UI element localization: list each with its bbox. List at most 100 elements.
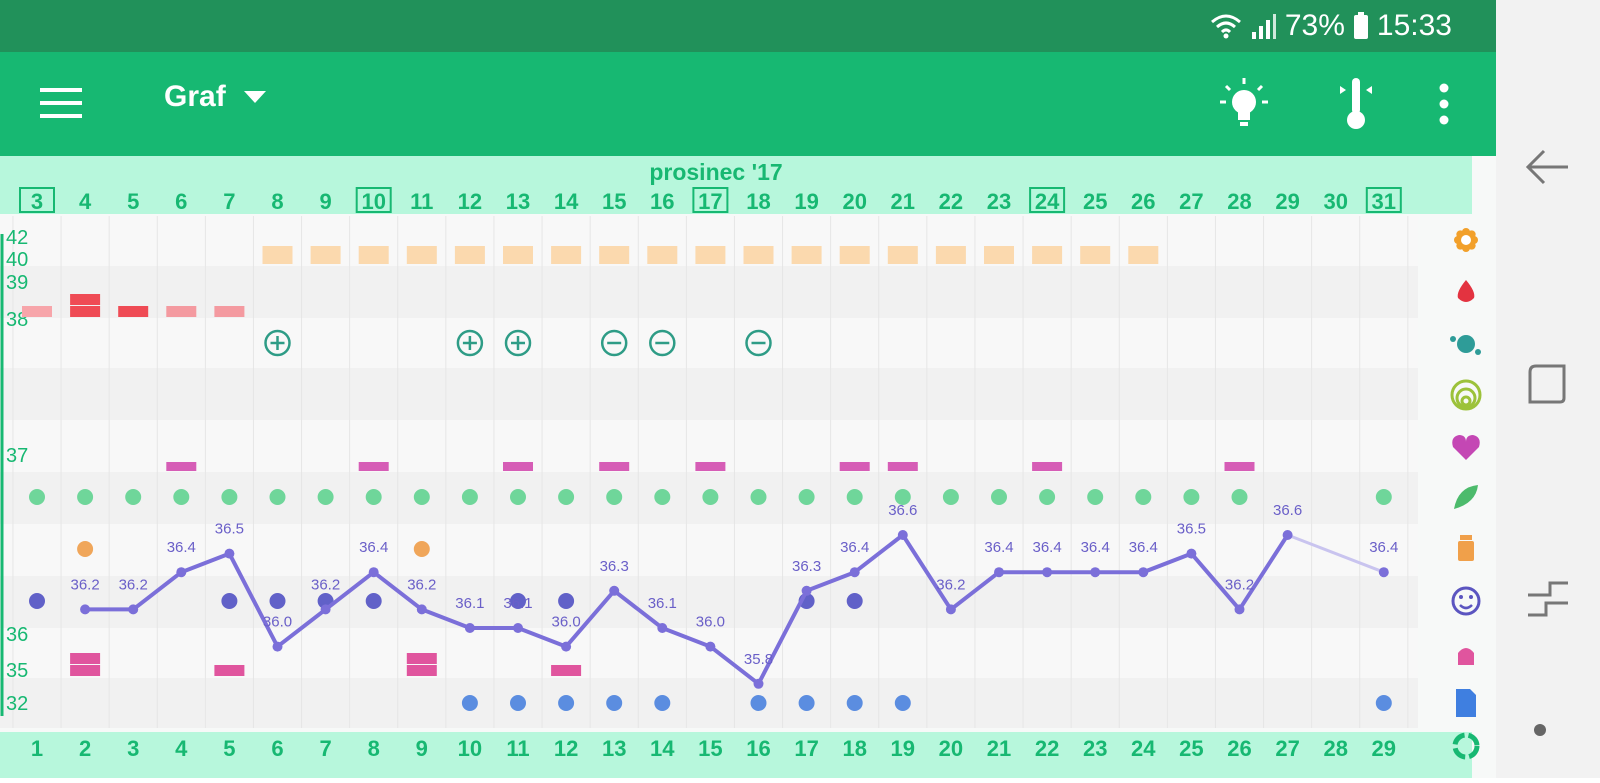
mood-dot <box>365 593 382 609</box>
intercourse-marker <box>695 462 726 471</box>
leaf-dot <box>558 489 575 505</box>
recents-icon[interactable] <box>1524 360 1572 408</box>
battery-icon <box>1353 12 1368 39</box>
menu-icon[interactable] <box>40 86 82 120</box>
test-positive-icon <box>456 329 484 357</box>
leaf-dot <box>221 489 238 505</box>
cycle-day-label: 20 <box>939 736 963 761</box>
leaf-dot <box>125 489 142 505</box>
fertile-day-marker <box>839 246 870 264</box>
temperature-point <box>416 604 427 615</box>
leaf-dot <box>269 489 286 505</box>
cycle-day-label: 6 <box>271 736 283 761</box>
temperature-point <box>994 567 1004 578</box>
test-negative-icon <box>600 329 628 357</box>
leaf-dot <box>1183 489 1200 505</box>
test-positive-icon <box>504 329 532 357</box>
fertile-day-marker <box>503 246 533 264</box>
drop-icon <box>1457 280 1475 302</box>
note-dot <box>510 695 526 711</box>
note-dot <box>798 695 815 711</box>
leaf-dot <box>365 489 382 505</box>
cycle-day-label: 21 <box>987 736 1011 761</box>
leaf-dot <box>317 489 334 505</box>
note-dot <box>558 695 575 711</box>
date-label: 14 <box>554 189 579 214</box>
temperature-point <box>609 585 620 596</box>
temperature-point <box>513 623 523 633</box>
test-negative-icon <box>745 329 772 357</box>
note-dot <box>894 695 911 711</box>
intercourse-marker <box>839 462 870 471</box>
temperature-point <box>1282 530 1293 540</box>
note-dot <box>461 695 478 711</box>
temperature-label: 36.2 <box>311 576 340 593</box>
date-label: 11 <box>410 189 433 214</box>
cycle-day-label: 3 <box>127 736 139 761</box>
temperature-label: 36.2 <box>119 576 148 593</box>
more-vert-icon[interactable] <box>1438 82 1450 126</box>
chart-row-band <box>0 678 1418 728</box>
temperature-label: 36.4 <box>1081 539 1110 556</box>
leaf-dot <box>173 489 190 505</box>
note-dot <box>1375 695 1392 711</box>
mood-dot <box>510 593 526 609</box>
cycle-day-label: 19 <box>891 736 915 761</box>
lightbulb-icon[interactable] <box>1220 76 1268 130</box>
cycle-day-label: 10 <box>458 736 482 761</box>
cycle-day-label: 28 <box>1323 736 1347 761</box>
leaf-dot <box>77 489 94 505</box>
cycle-chart[interactable]: prosinec '17 3 4 5 6 7 8 9 10 11 12 13 14 15 16 17 18 19 2… <box>0 156 1496 778</box>
thermometer-icon[interactable] <box>1336 76 1376 130</box>
temperature-point <box>464 623 475 633</box>
cycle-day-label: 4 <box>175 736 188 761</box>
intercourse-marker <box>166 462 197 471</box>
app-bar: Graf <box>0 52 1496 156</box>
date-label: 6 <box>175 189 187 214</box>
temperature-point <box>801 585 812 596</box>
date-label: 17 <box>698 189 722 214</box>
signal-icon <box>1251 14 1276 39</box>
back-icon[interactable] <box>1524 143 1572 191</box>
note-dot <box>654 695 671 711</box>
mood-dot <box>846 593 863 609</box>
temperature-label: 36.1 <box>455 595 484 612</box>
fertile-day-marker <box>599 246 630 264</box>
temperature-label: 36.4 <box>167 539 196 556</box>
temperature-point <box>1186 548 1197 559</box>
fertile-day-marker <box>310 246 341 264</box>
date-label: 22 <box>939 189 963 214</box>
period-marker <box>70 306 101 317</box>
today-week-box <box>19 187 55 213</box>
cycle-day-label: 18 <box>842 736 866 761</box>
system-navigation-bar <box>1496 0 1600 778</box>
temperature-point <box>705 641 716 652</box>
test-negative-icon <box>649 329 676 357</box>
cycle-day-label: 2 <box>79 736 91 761</box>
date-label: 3 <box>31 189 43 214</box>
dot-indicator-icon <box>1534 724 1546 736</box>
leaf-dot <box>1375 489 1392 505</box>
leaf-dot <box>846 489 863 505</box>
temperature-point <box>80 604 91 615</box>
view-selector[interactable]: Graf <box>164 80 266 114</box>
symptom-marker <box>406 665 437 676</box>
leaf-dot <box>942 489 959 505</box>
temperature-point <box>1234 604 1245 615</box>
date-label: 8 <box>271 189 283 214</box>
leaf-dot <box>1087 489 1104 505</box>
cycle-day-label: 26 <box>1227 736 1251 761</box>
temperature-point <box>272 641 283 652</box>
temperature-label: 36.6 <box>888 502 917 519</box>
temperature-label: 36.4 <box>1032 539 1061 556</box>
axis-tick-label: 35 <box>6 660 28 682</box>
cycle-day-label: 14 <box>650 736 675 761</box>
leaf-icon <box>1454 485 1478 509</box>
home-icon[interactable] <box>1524 575 1572 623</box>
pill-dot <box>413 541 430 557</box>
date-label: 7 <box>223 189 235 214</box>
pill-dot <box>77 541 94 557</box>
cycle-day-label: 7 <box>319 736 331 761</box>
date-label: 25 <box>1083 189 1107 214</box>
view-title: Graf <box>164 80 226 113</box>
